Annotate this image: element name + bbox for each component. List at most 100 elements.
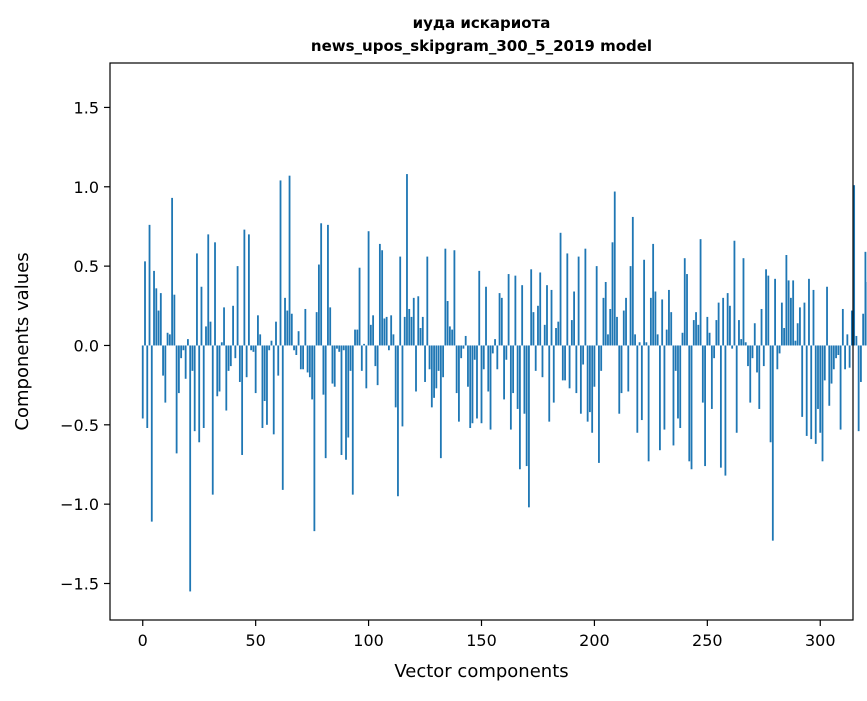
- bar-297: [813, 290, 815, 346]
- bar-154: [490, 345, 492, 429]
- bar-71: [302, 345, 304, 369]
- bar-69: [298, 331, 300, 345]
- bar-301: [822, 345, 824, 461]
- bar-6: [155, 288, 157, 345]
- bar-282: [779, 345, 781, 353]
- y-tick-label: −0.5: [60, 416, 99, 435]
- bar-236: [675, 345, 677, 370]
- bar-175: [537, 306, 539, 346]
- bar-220: [639, 342, 641, 345]
- bar-12: [169, 334, 171, 345]
- bar-86: [336, 345, 338, 348]
- bar-270: [752, 345, 754, 358]
- bar-214: [625, 298, 627, 346]
- bar-167: [519, 345, 521, 469]
- bar-156: [494, 339, 496, 345]
- bar-200: [594, 345, 596, 386]
- bar-59: [275, 322, 277, 346]
- bar-141: [460, 345, 462, 358]
- bar-251: [709, 333, 711, 346]
- bar-171: [528, 345, 530, 507]
- bar-117: [406, 174, 408, 345]
- bar-83: [329, 307, 331, 345]
- bar-28: [205, 326, 207, 345]
- bar-115: [402, 345, 404, 426]
- bar-65: [289, 176, 291, 346]
- bar-135: [447, 301, 449, 345]
- bar-312: [846, 334, 848, 345]
- bar-113: [397, 345, 399, 496]
- bar-296: [810, 345, 812, 439]
- bar-198: [589, 345, 591, 412]
- bar-47: [248, 234, 250, 345]
- bar-221: [641, 345, 643, 420]
- bar-11: [167, 333, 169, 346]
- bar-107: [383, 318, 385, 345]
- bar-242: [688, 345, 690, 461]
- bar-24: [196, 253, 198, 345]
- bar-187: [564, 345, 566, 380]
- bar-66: [291, 314, 293, 346]
- bar-246: [697, 325, 699, 346]
- x-tick-label: 250: [692, 631, 723, 650]
- bar-130: [435, 345, 437, 388]
- bar-31: [212, 345, 214, 494]
- bar-38: [228, 345, 230, 370]
- bar-112: [395, 345, 397, 407]
- bar-201: [596, 266, 598, 345]
- bar-179: [546, 285, 548, 345]
- bar-254: [715, 320, 717, 345]
- bar-3: [149, 225, 151, 346]
- bars-layer: [142, 174, 867, 591]
- bar-265: [740, 339, 742, 345]
- bar-172: [530, 269, 532, 345]
- bar-224: [648, 345, 650, 461]
- bar-85: [334, 345, 336, 386]
- bar-238: [679, 345, 681, 428]
- bar-229: [659, 345, 661, 450]
- bar-30: [210, 322, 212, 346]
- bar-239: [682, 333, 684, 346]
- bar-283: [781, 303, 783, 346]
- bar-253: [713, 345, 715, 358]
- bar-302: [824, 345, 826, 380]
- bar-106: [381, 250, 383, 345]
- bar-232: [666, 330, 668, 346]
- bar-149: [478, 271, 480, 346]
- bar-118: [408, 309, 410, 346]
- bar-129: [433, 345, 435, 397]
- chart-subtitle: news_upos_skipgram_300_5_2019 model: [311, 37, 652, 55]
- bar-309: [840, 345, 842, 429]
- bar-163: [510, 345, 512, 429]
- bar-51: [257, 315, 259, 345]
- bar-0: [142, 345, 144, 418]
- bar-88: [341, 345, 343, 455]
- bar-160: [503, 345, 505, 399]
- bar-60: [277, 345, 279, 375]
- bar-287: [790, 298, 792, 346]
- bar-286: [788, 280, 790, 345]
- bar-34: [219, 345, 221, 391]
- bar-49: [253, 345, 255, 351]
- bar-211: [618, 345, 620, 413]
- bar-184: [557, 322, 559, 346]
- bar-158: [499, 293, 501, 345]
- bar-299: [817, 345, 819, 408]
- bar-279: [772, 345, 774, 540]
- bar-8: [160, 293, 162, 345]
- bar-281: [776, 345, 778, 369]
- bar-100: [368, 231, 370, 345]
- bar-76: [313, 345, 315, 531]
- x-axis-label: Vector components: [394, 661, 568, 682]
- bar-202: [598, 345, 600, 462]
- bar-233: [668, 290, 670, 346]
- bar-111: [393, 334, 395, 345]
- bar-193: [578, 257, 580, 346]
- bar-215: [627, 345, 629, 391]
- bar-64: [286, 311, 288, 346]
- bar-146: [472, 345, 474, 423]
- bar-218: [634, 334, 636, 345]
- y-axis-label: Components values: [12, 252, 33, 430]
- bar-104: [377, 345, 379, 385]
